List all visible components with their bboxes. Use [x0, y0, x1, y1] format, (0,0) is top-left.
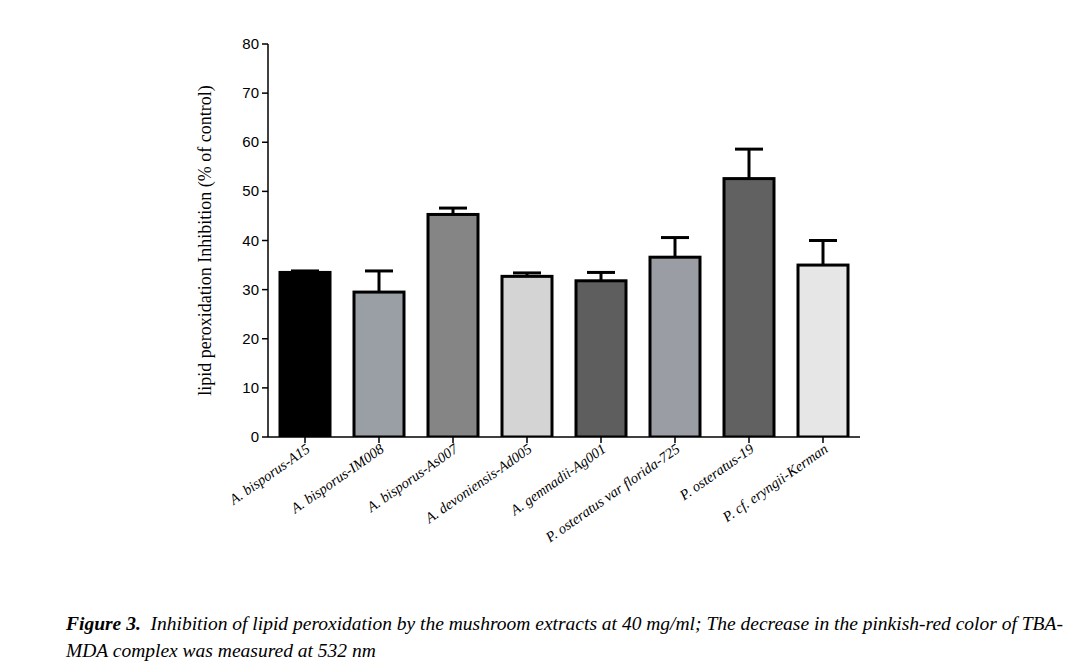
error-bar	[439, 208, 467, 214]
error-line	[378, 271, 381, 292]
bar	[502, 276, 552, 437]
y-tick-label: 70	[242, 84, 259, 101]
error-bar	[661, 238, 689, 258]
y-tick	[262, 43, 268, 45]
bars	[280, 149, 848, 437]
bar	[724, 179, 774, 437]
error-cap	[365, 269, 393, 272]
chart: 01020304050607080A. bisporus-A15A. bispo…	[0, 0, 1090, 610]
error-cap	[809, 239, 837, 242]
y-tick	[262, 142, 268, 144]
y-tick-label: 80	[242, 35, 259, 52]
bar	[798, 265, 848, 437]
y-tick-label: 20	[242, 330, 259, 347]
bar	[354, 292, 404, 437]
error-bar	[365, 271, 393, 292]
error-bar	[291, 271, 319, 272]
error-bar	[809, 241, 837, 266]
y-tick-label: 10	[242, 379, 259, 396]
y-tick-label: 30	[242, 281, 259, 298]
y-tick	[262, 92, 268, 94]
error-line	[674, 238, 677, 258]
y-tick-label: 60	[242, 133, 259, 150]
error-bar	[587, 272, 615, 280]
y-tick	[262, 387, 268, 389]
error-cap	[661, 236, 689, 239]
y-tick-label: 50	[242, 182, 259, 199]
y-tick	[262, 436, 268, 438]
y-tick	[262, 338, 268, 340]
error-cap	[291, 269, 319, 272]
bar	[576, 281, 626, 437]
error-line	[822, 241, 825, 266]
y-axis-title: lipid peroxidation Inhibition (% of cont…	[195, 85, 216, 395]
error-bar	[513, 273, 541, 276]
y-tick	[262, 240, 268, 242]
caption-label: Figure 3.	[66, 613, 141, 634]
y-tick	[262, 289, 268, 291]
bar	[650, 257, 700, 437]
y-tick	[262, 191, 268, 193]
x-tick-label: P. osteratus var florida-725	[542, 440, 683, 545]
bar	[280, 272, 330, 437]
error-cap	[587, 271, 615, 274]
y-tick-label: 0	[251, 428, 259, 445]
caption-text: Inhibition of lipid peroxidation by the …	[66, 613, 1063, 661]
y-tick-label: 40	[242, 232, 259, 249]
error-bar	[735, 149, 763, 178]
bar	[428, 214, 478, 437]
caption: Figure 3. Inhibition of lipid peroxidati…	[66, 610, 1081, 664]
x-axis	[268, 436, 860, 438]
error-cap	[735, 148, 763, 151]
error-cap	[513, 271, 541, 274]
x-tick-label: P. cf. eryngii-Kerman	[719, 440, 831, 525]
error-cap	[439, 207, 467, 210]
error-line	[748, 149, 751, 178]
